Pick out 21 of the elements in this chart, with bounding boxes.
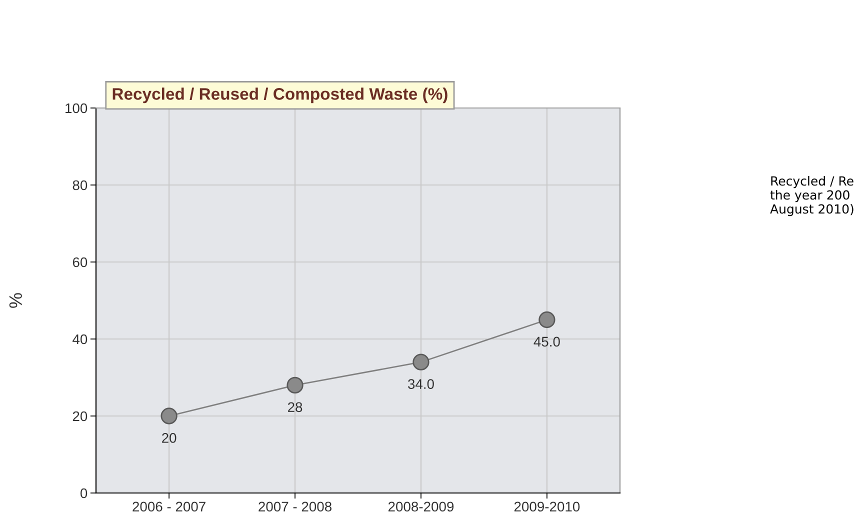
point [160,408,178,424]
point [412,354,430,370]
data-label: 28 [288,402,302,412]
data-label: 34.0 [408,379,434,389]
text: Recycled / Re the year 200 August 2010) [770,176,854,216]
data-label: 20 [162,433,176,443]
data-label: 45.0 [534,336,560,347]
point [538,311,556,328]
y-tick-label: 40 [72,334,88,344]
x-tick-label: 2009-2010 [514,502,580,512]
x-tick-label: 2007 - 2008 [258,502,332,512]
y-tick-label: 60 [72,257,88,268]
y-tick-label: 0 [80,488,88,498]
chart-title: Recycled / Reused / Composted Waste (%) [112,88,448,104]
y-tick-label: 20 [72,411,88,422]
x-tick-label: 2008-2009 [388,502,454,512]
y-axis-title: % [9,293,22,308]
y-tick-label: 80 [72,180,88,190]
x-tick-label: 2006 - 2007 [132,502,206,512]
point [286,376,304,394]
y-tick-label: 100 [66,103,88,114]
